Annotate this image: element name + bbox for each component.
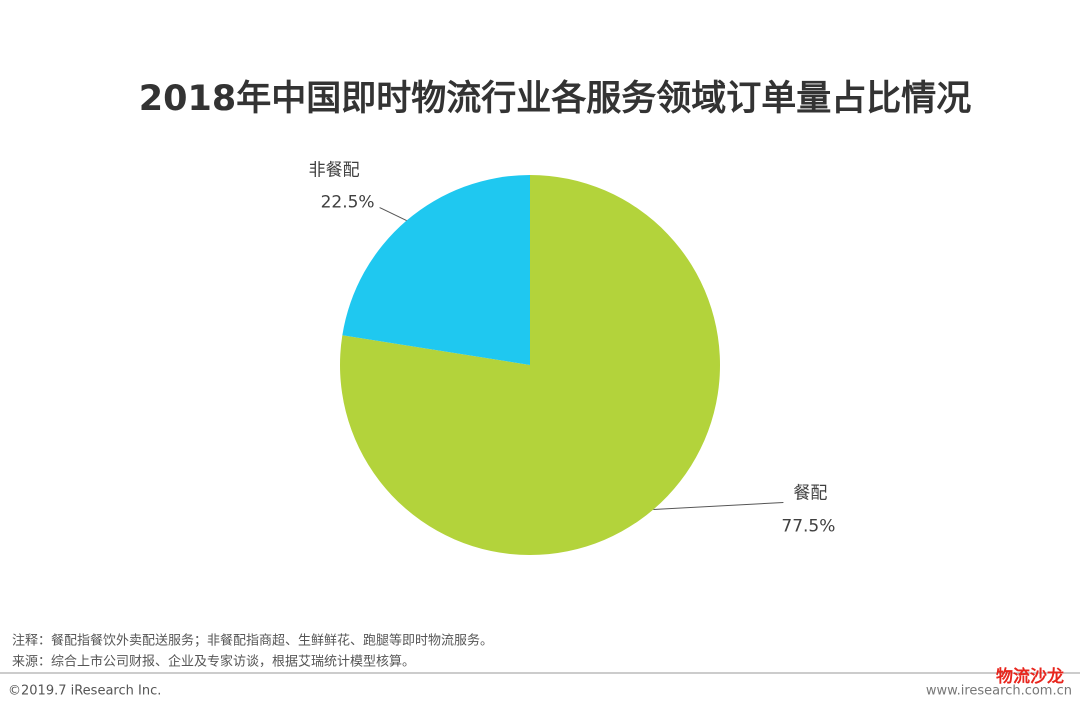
value-label: 22.5% bbox=[321, 193, 375, 213]
leader-line bbox=[653, 501, 784, 510]
slice-label: 非餐配 bbox=[309, 161, 360, 181]
value-label: 77.5% bbox=[781, 516, 835, 536]
leader-line bbox=[379, 207, 407, 221]
note: 注释：餐配指餐饮外卖配送服务；非餐配指商超、生鲜鲜花、跑腿等即时物流服务。 bbox=[12, 633, 493, 649]
chart-title: 2018年中国即时物流行业各服务领域订单量占比情况 bbox=[139, 78, 971, 119]
logo: 物流沙龙 bbox=[996, 666, 1064, 687]
website: www.iresearch.com.cn bbox=[926, 684, 1072, 699]
pie-slice bbox=[342, 175, 530, 365]
slice-label: 餐配 bbox=[793, 483, 827, 503]
source: 来源：综合上市公司财报、企业及专家访谈，根据艾瑞统计模型核算。 bbox=[12, 654, 415, 670]
copyright: ©2019.7 iResearch Inc. bbox=[8, 684, 161, 699]
